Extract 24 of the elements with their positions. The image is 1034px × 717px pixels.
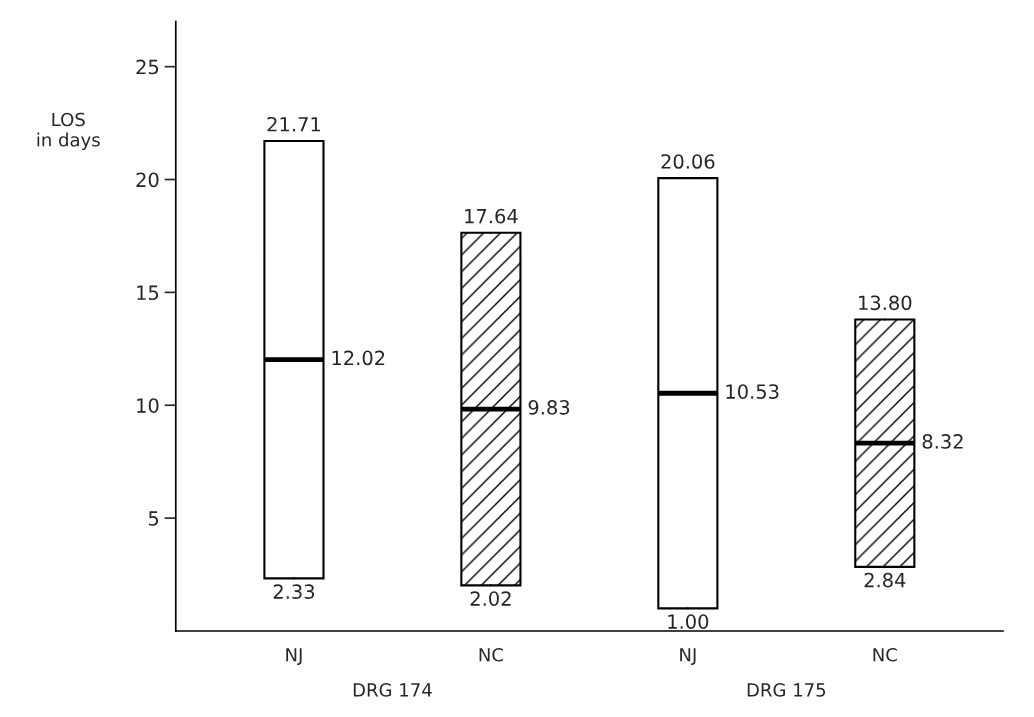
text: DRG 175 [747,683,826,697]
y-tick-label: 10 [137,398,159,413]
x-tick-label: NC [873,647,897,662]
annotation: 10.53 [726,384,779,399]
y-tick-label: 15 [137,285,159,301]
annotation: 2.02 [470,591,511,606]
y-tick-label: 5 [148,511,159,526]
annotation: 13.80 [859,295,912,311]
annotation: 9.83 [528,400,570,415]
x-tick-label: NJ [286,648,302,665]
annotation: 8.32 [922,434,963,449]
annotation: 12.02 [332,350,385,366]
annotation: 20.06 [661,154,715,169]
annotation: 1.00 [668,614,709,629]
annotation: 21.71 [267,116,320,132]
x-tick-label: NJ [680,648,696,665]
x-tick-label: NC [479,647,503,662]
y-axis-title: LOS in days [37,112,100,151]
annotation: 2.33 [273,584,315,599]
annotation: 2.84 [864,572,906,588]
y-tick-label: 25 [136,59,159,75]
text: DRG 174 [353,683,432,697]
y-tick-label: 20 [136,172,159,188]
annotation: 17.64 [465,208,518,224]
